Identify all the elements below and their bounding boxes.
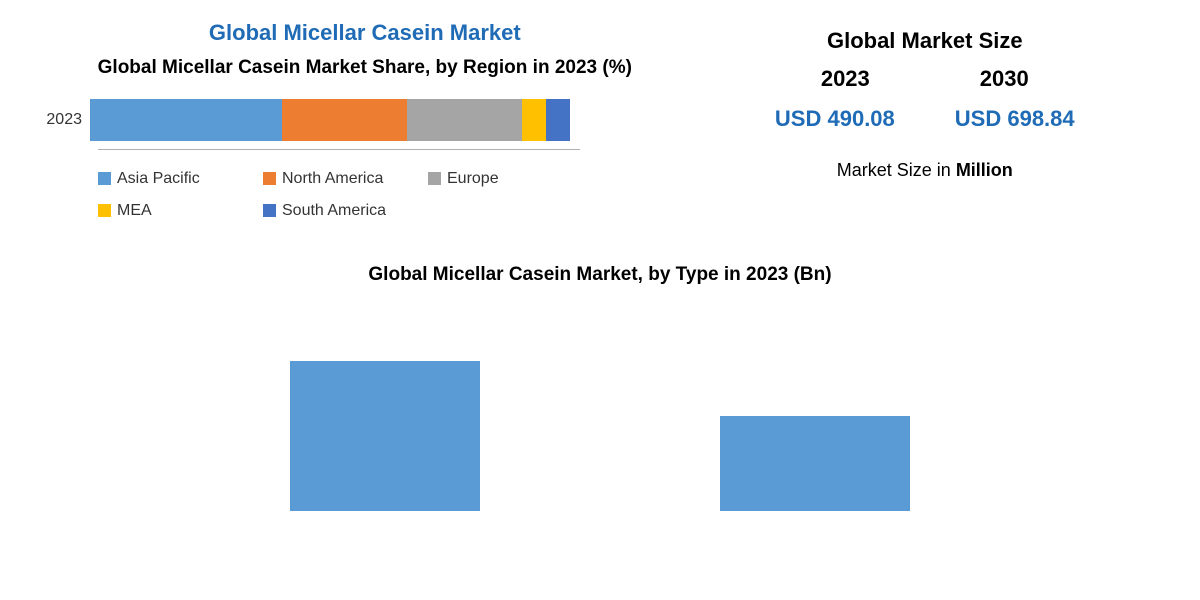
stacked-segment	[522, 99, 546, 141]
legend-swatch	[263, 172, 276, 185]
market-size-unit: Market Size in Million	[690, 160, 1160, 181]
bottom-section: Global Micellar Casein Market, by Type i…	[0, 264, 1200, 511]
unit-bold: Million	[956, 160, 1013, 180]
legend-label: South America	[282, 202, 386, 220]
legend-swatch	[98, 172, 111, 185]
legend-label: North America	[282, 170, 383, 188]
legend-label: Asia Pacific	[117, 170, 200, 188]
market-size-title: Global Market Size	[690, 28, 1160, 54]
usd-value-2: USD 698.84	[955, 106, 1075, 132]
values-row: USD 490.08 USD 698.84	[690, 106, 1160, 132]
stacked-segment	[546, 99, 570, 141]
stacked-segment	[407, 99, 522, 141]
usd-value-1: USD 490.08	[775, 106, 895, 132]
legend-item: South America	[263, 202, 428, 220]
left-panel: Global Micellar Casein Market Global Mic…	[40, 20, 690, 234]
stacked-bar-row-label: 2023	[40, 111, 90, 129]
stacked-chart-title: Global Micellar Casein Market Share, by …	[40, 56, 690, 81]
chart-bar	[290, 361, 480, 511]
years-row: 2023 2030	[690, 66, 1160, 92]
legend-label: MEA	[117, 202, 152, 220]
legend-swatch	[263, 204, 276, 217]
year-2: 2030	[980, 66, 1029, 92]
bottom-chart-title: Global Micellar Casein Market, by Type i…	[40, 264, 1160, 286]
chart-bar	[720, 416, 910, 511]
stacked-segment	[90, 99, 282, 141]
stacked-segment	[282, 99, 407, 141]
legend-item: North America	[263, 170, 428, 188]
legend: Asia Pacific North America Europe MEA South …	[98, 170, 598, 234]
legend-item: Asia Pacific	[98, 170, 263, 188]
legend-item: Europe	[428, 170, 593, 188]
year-1: 2023	[821, 66, 870, 92]
legend-swatch	[428, 172, 441, 185]
top-container: Global Micellar Casein Market Global Mic…	[0, 0, 1200, 234]
legend-item: MEA	[98, 202, 263, 220]
stacked-bar-row: 2023	[40, 99, 690, 141]
main-title: Global Micellar Casein Market	[40, 20, 690, 46]
stacked-bar	[90, 99, 570, 141]
legend-swatch	[98, 204, 111, 217]
bar-chart	[40, 311, 1160, 511]
legend-label: Europe	[447, 170, 499, 188]
unit-prefix: Market Size in	[837, 160, 956, 180]
right-panel: Global Market Size 2023 2030 USD 490.08 …	[690, 20, 1160, 234]
stacked-bar-axis	[98, 149, 580, 150]
